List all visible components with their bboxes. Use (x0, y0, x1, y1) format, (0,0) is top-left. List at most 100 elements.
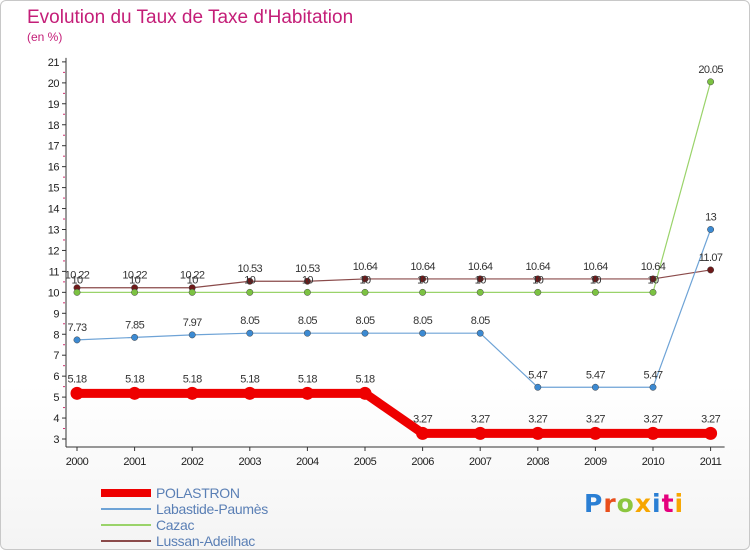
data-label-polastron: 3.27 (528, 413, 547, 425)
data-label-cazac: 10 (129, 274, 141, 286)
data-point-labastide-paum-s (649, 383, 657, 391)
legend-label-polastron: POLASTRON (156, 485, 240, 501)
data-label-labastide-paum-s: 5.47 (643, 369, 662, 381)
data-point-labastide-paum-s (707, 226, 715, 233)
legend-label-lussan-adeilhac: Lussan-Adeilhac (156, 533, 256, 549)
data-label-polastron: 5.18 (298, 373, 317, 385)
x-tick-label: 2005 (354, 456, 377, 468)
data-point-polastron (185, 386, 199, 400)
data-label-polastron: 3.27 (413, 413, 432, 425)
data-label-labastide-paum-s: 8.05 (240, 315, 259, 327)
logo-letter: x (634, 489, 652, 518)
data-label-cazac: 10 (187, 274, 199, 286)
data-point-labastide-paum-s (534, 383, 542, 391)
x-tick-label: 2002 (181, 456, 204, 468)
data-point-cazac (534, 288, 542, 296)
data-label-cazac: 10 (417, 274, 429, 286)
data-label-lussan-adeilhac: 10.53 (238, 263, 263, 275)
data-point-labastide-paum-s (131, 333, 139, 341)
y-tick-label: 5 (53, 392, 59, 404)
data-point-cazac (707, 78, 715, 86)
y-tick-label: 16 (48, 162, 60, 174)
data-point-labastide-paum-s (73, 336, 81, 344)
data-point-lussan-adeilhac (649, 275, 657, 283)
data-point-polastron (70, 386, 84, 400)
series-points (70, 78, 718, 440)
y-tick-label: 15 (48, 183, 60, 195)
data-label-labastide-paum-s: 7.85 (125, 319, 144, 331)
x-tick-label: 2000 (66, 456, 89, 468)
legend-swatch-lussan-adeilhac (101, 540, 151, 542)
data-point-polastron (416, 426, 430, 440)
data-label-labastide-paum-s: 8.05 (355, 315, 374, 327)
x-tick-label: 2003 (239, 456, 262, 468)
chart-title: Evolution du Taux de Taxe d'Habitation (27, 7, 354, 28)
y-tick-label: 17 (48, 141, 60, 153)
logo-letter: r (603, 489, 617, 518)
x-tick-label: 2001 (123, 456, 146, 468)
legend-label-labastide-paum-s: Labastide-Paumès (156, 501, 268, 517)
data-label-cazac: 10 (647, 274, 659, 286)
data-label-cazac: 10 (71, 274, 83, 286)
data-point-cazac (361, 288, 369, 296)
y-tick-label: 21 (48, 57, 60, 69)
legend-swatch-polastron (101, 489, 151, 497)
data-point-lussan-adeilhac (591, 275, 599, 283)
data-label-polastron: 5.18 (125, 373, 144, 385)
y-tick-label: 14 (48, 204, 60, 216)
data-point-polastron (646, 426, 660, 440)
series-line-polastron (72, 388, 716, 438)
data-point-cazac (419, 288, 427, 296)
data-point-lussan-adeilhac (246, 277, 254, 285)
data-label-lussan-adeilhac: 10.64 (526, 261, 551, 273)
logo-letter: i (652, 489, 662, 518)
x-tick-label: 2004 (296, 456, 319, 468)
data-point-lussan-adeilhac (707, 266, 715, 274)
legend-label-cazac: Cazac (156, 517, 195, 533)
data-point-cazac (591, 288, 599, 296)
data-label-labastide-paum-s: 8.05 (471, 315, 490, 327)
data-label-lussan-adeilhac: 10.53 (295, 263, 320, 275)
proxiti-logo: Proxiti (584, 489, 684, 518)
y-tick-label: 20 (48, 78, 60, 90)
data-label-polastron: 5.18 (183, 373, 202, 385)
series-line-lussan-adeilhac (76, 269, 712, 289)
y-tick-label: 6 (53, 371, 59, 383)
legend-swatch-cazac (101, 524, 151, 526)
data-point-polastron (243, 386, 257, 400)
x-tick-label: 2007 (469, 456, 492, 468)
chart-subtitle: (en %) (27, 30, 63, 44)
data-label-cazac: 10 (532, 274, 544, 286)
data-label-polastron: 5.18 (355, 373, 374, 385)
data-point-cazac (246, 288, 254, 296)
data-point-polastron (300, 386, 314, 400)
logo-letter: t (661, 489, 675, 518)
legend-swatch-labastide-paum-s (101, 508, 151, 510)
series-line-labastide-paum-s (76, 228, 712, 388)
data-label-labastide-paum-s: 7.97 (183, 317, 202, 329)
data-point-cazac (303, 288, 311, 296)
data-point-cazac (131, 288, 139, 296)
data-point-labastide-paum-s (476, 329, 484, 337)
chart-axes: 3 4 5 6 7 8 9 10 11 12 13 14 15 16 17 18 19 20 21 2000 2001 2… (48, 57, 725, 468)
y-tick-label: 4 (53, 413, 59, 425)
data-label-lussan-adeilhac: 10.64 (468, 261, 493, 273)
data-label-lussan-adeilhac: 10.64 (410, 261, 435, 273)
y-tick-label: 12 (48, 245, 60, 257)
data-point-cazac (649, 288, 657, 296)
data-label-polastron: 3.27 (471, 413, 490, 425)
y-tick-label: 11 (49, 266, 60, 278)
data-point-labastide-paum-s (419, 329, 427, 337)
logo-letter: P (584, 489, 604, 518)
data-label-lussan-adeilhac: 10.64 (641, 261, 666, 273)
data-label-labastide-paum-s: 8.05 (298, 315, 317, 327)
y-tick-label: 19 (48, 99, 60, 111)
data-label-cazac: 10 (475, 274, 487, 286)
data-label-labastide-paum-s: 13 (705, 212, 717, 224)
data-point-labastide-paum-s (361, 329, 369, 337)
x-tick-label: 2010 (642, 456, 665, 468)
y-tick-label: 3 (53, 434, 59, 446)
data-point-labastide-paum-s (246, 329, 254, 337)
data-point-cazac (476, 288, 484, 296)
